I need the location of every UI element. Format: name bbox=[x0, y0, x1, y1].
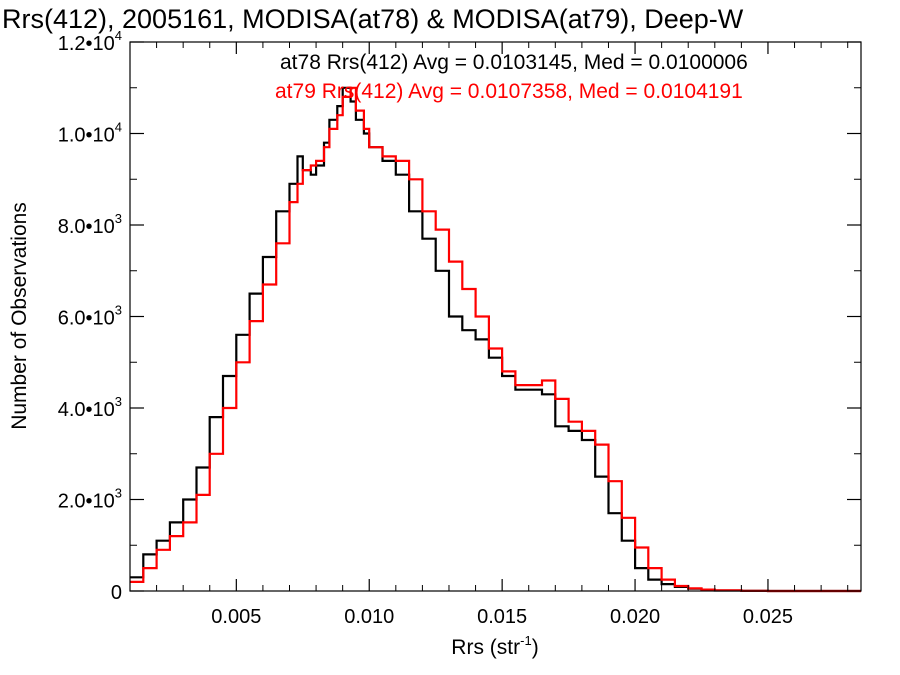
y-tick-label: 4.0•103 bbox=[58, 394, 122, 421]
y-tick-mantissa: 2.0•10 bbox=[58, 491, 115, 513]
ticks-layer: 0.005 0.010 0.015 0.020 0.02502.0•1034.0•103… bbox=[58, 28, 861, 628]
x-tick-label: 0.005 bbox=[211, 606, 261, 628]
x-tick-label: 0.010 bbox=[344, 606, 394, 628]
y-tick-exponent: 3 bbox=[115, 211, 122, 226]
y-axis-label: Number of Observations bbox=[8, 202, 31, 430]
chart-title: Rrs(412), 2005161, MODISA(at78) & MODISA… bbox=[2, 4, 744, 34]
y-tick-label: 8.0•103 bbox=[58, 211, 122, 238]
x-tick-label: 0.015 bbox=[477, 606, 527, 628]
y-tick-exponent: 3 bbox=[115, 394, 122, 409]
y-tick-mantissa: 1.0•10 bbox=[58, 125, 115, 147]
legend-at79: at79 Rrs(412) Avg = 0.0107358, Med = 0.0… bbox=[275, 80, 743, 103]
x-axis-label-sup: -1 bbox=[520, 633, 532, 648]
y-tick-label: 1.2•104 bbox=[58, 28, 122, 55]
y-tick-mantissa: 1.2•10 bbox=[58, 33, 115, 55]
series-layer bbox=[130, 86, 861, 593]
x-axis-label-text: Rrs (str bbox=[451, 636, 520, 659]
y-tick-label: 0 bbox=[111, 582, 122, 604]
y-tick-mantissa: 0 bbox=[111, 582, 122, 604]
y-tick-exponent: 3 bbox=[115, 303, 122, 318]
y-tick-mantissa: 4.0•10 bbox=[58, 399, 115, 421]
y-tick-label: 6.0•103 bbox=[58, 303, 122, 330]
x-tick-label: 0.020 bbox=[610, 606, 660, 628]
y-tick-label: 2.0•103 bbox=[58, 486, 122, 513]
y-tick-exponent: 3 bbox=[115, 486, 122, 501]
y-tick-mantissa: 8.0•10 bbox=[58, 216, 115, 238]
series-at78-line bbox=[130, 86, 861, 593]
y-tick-mantissa: 6.0•10 bbox=[58, 308, 115, 330]
y-tick-exponent: 4 bbox=[115, 28, 122, 43]
x-axis-label-end: ) bbox=[532, 636, 539, 659]
legend-at78: at78 Rrs(412) Avg = 0.0103145, Med = 0.0… bbox=[280, 51, 748, 74]
x-tick-label: 0.025 bbox=[743, 606, 793, 628]
y-tick-label: 1.0•104 bbox=[58, 120, 122, 147]
y-tick-exponent: 4 bbox=[115, 120, 122, 135]
series-at79-line bbox=[130, 86, 861, 593]
x-axis-label: Rrs (str-1) bbox=[451, 633, 538, 659]
plot-frame bbox=[129, 41, 862, 592]
